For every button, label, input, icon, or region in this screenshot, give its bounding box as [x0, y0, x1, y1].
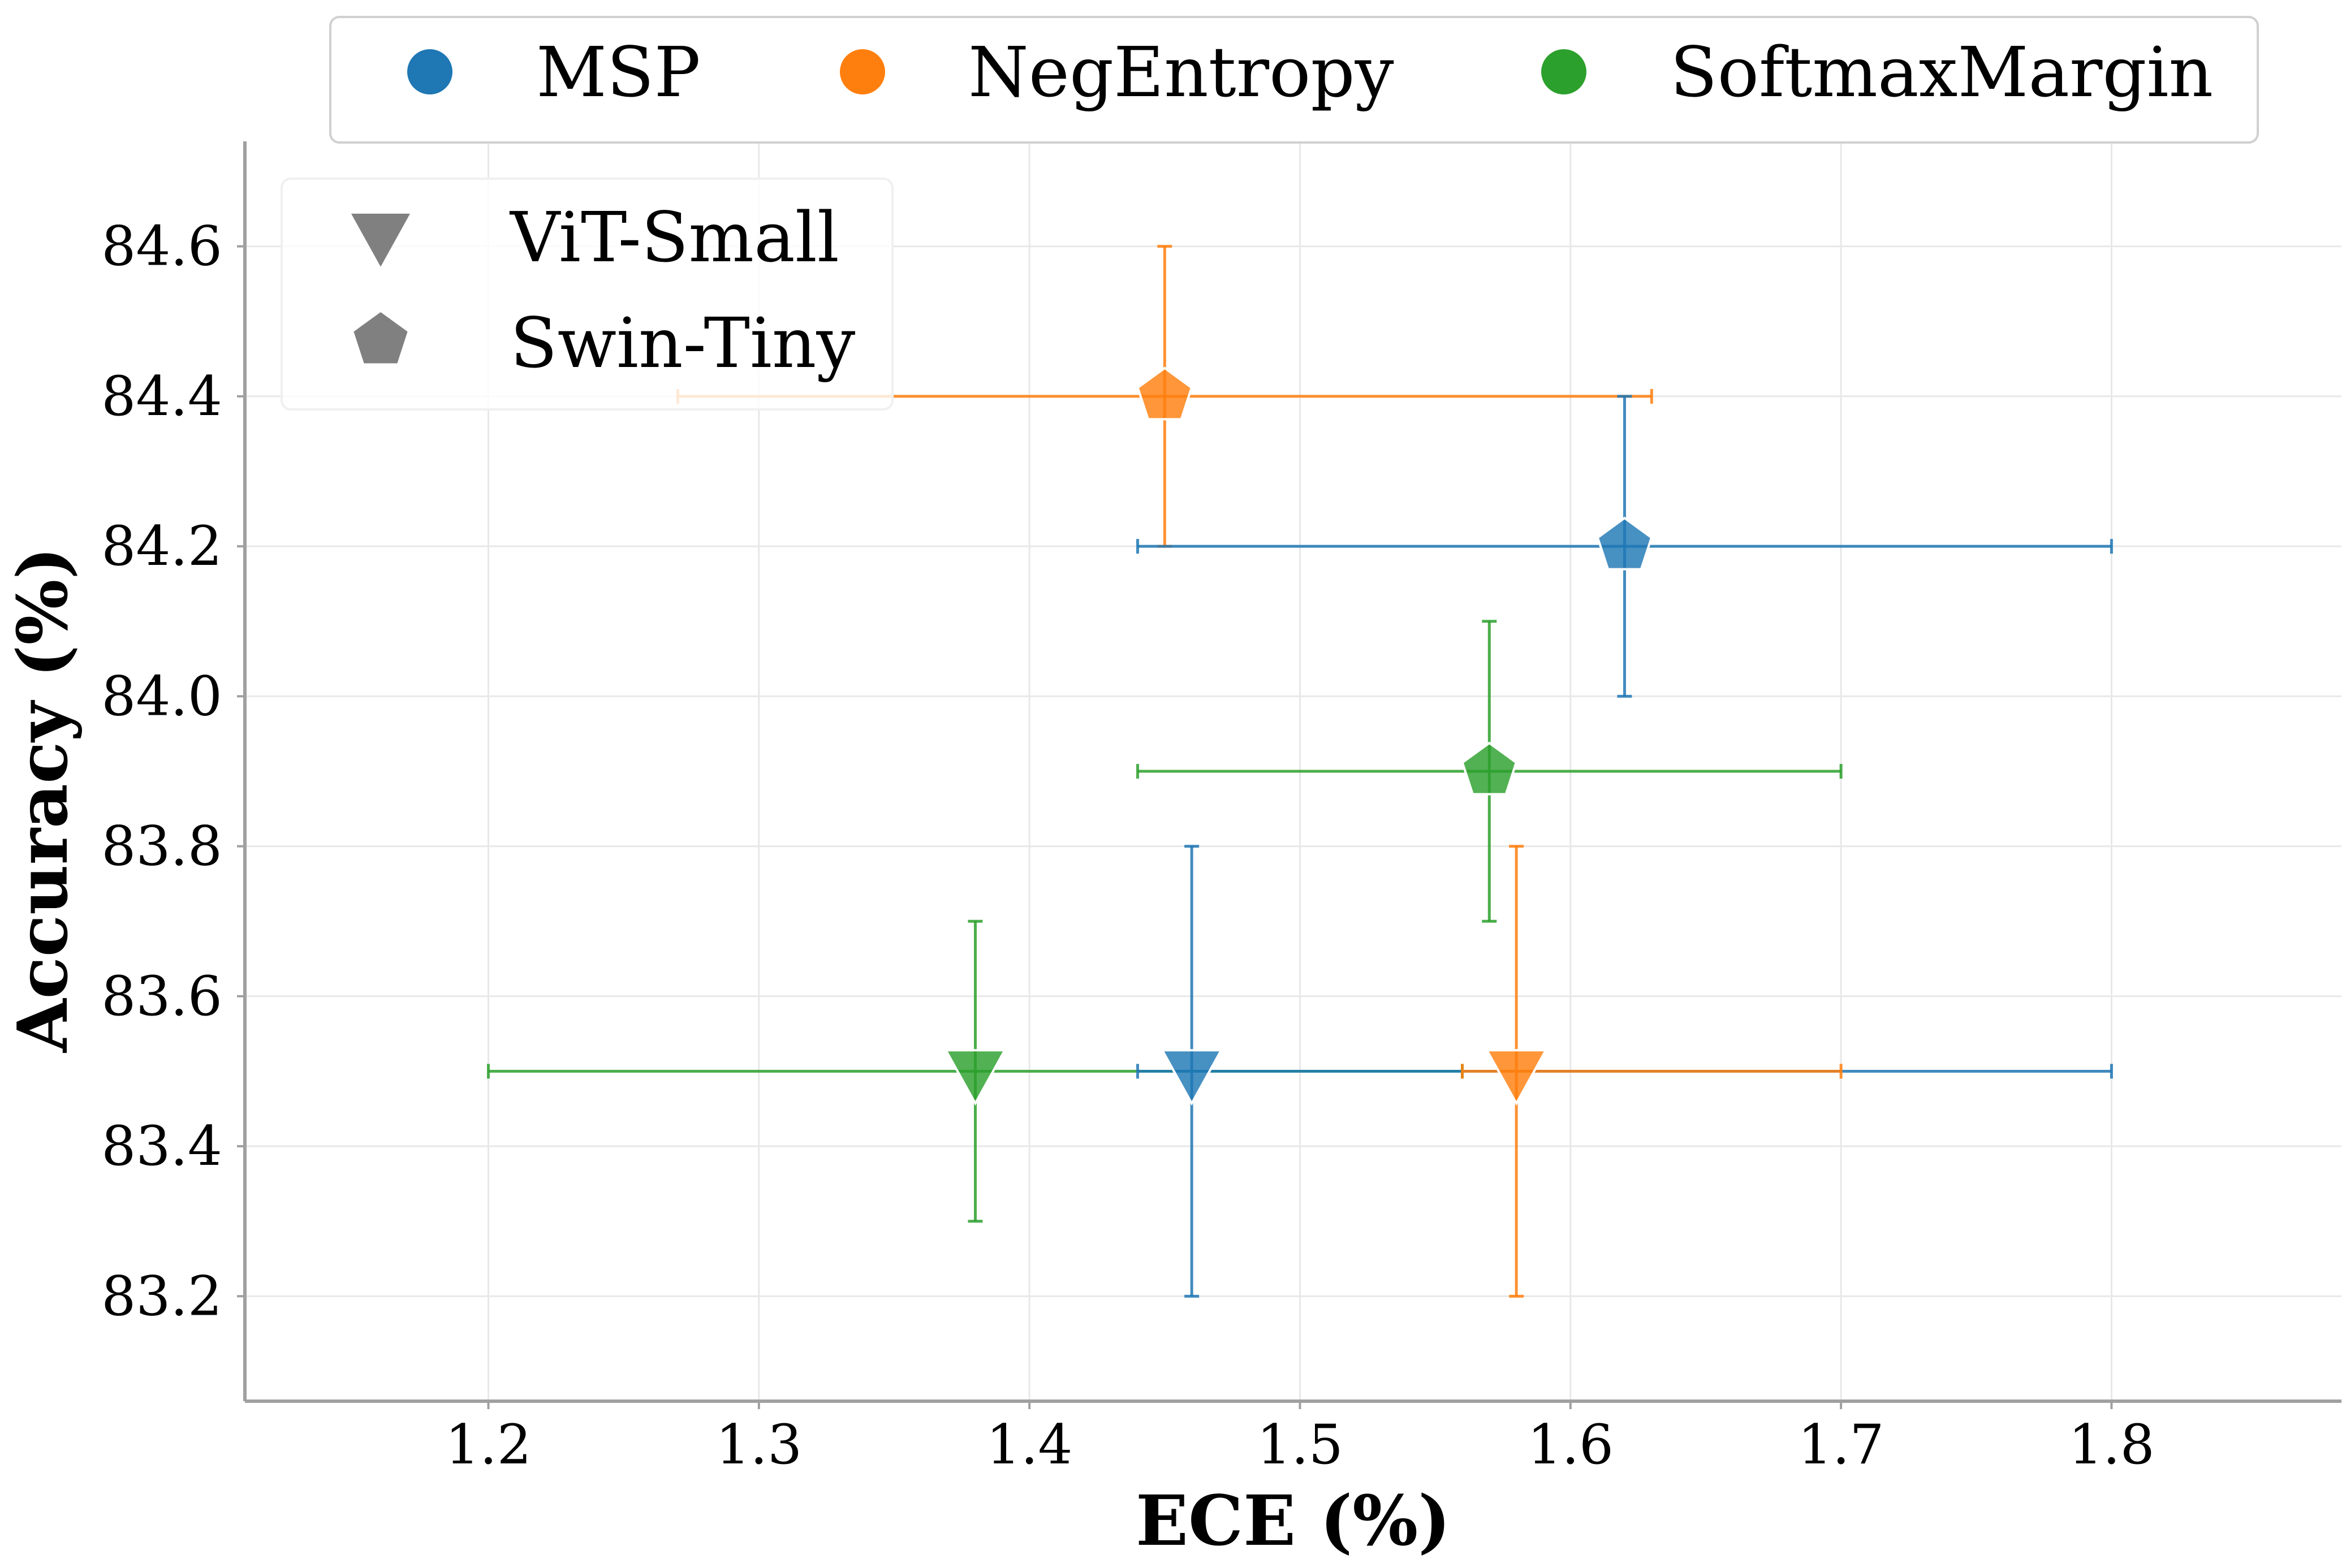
x-tick-label-1-4: 1.4 — [986, 1413, 1073, 1476]
legend-label-vit-small: ViT-Small — [509, 197, 839, 278]
x-tick-label-1-6: 1.6 — [1527, 1413, 1614, 1476]
legend-swatch-msp — [407, 49, 452, 94]
axes — [243, 141, 2341, 1403]
x-tick-label-1-2: 1.2 — [445, 1413, 532, 1476]
data-markers — [944, 366, 1653, 1106]
legend-entry-negentropy: NegEntropy — [840, 32, 1394, 113]
y-axis-title: Accuracy (%) — [2, 547, 83, 1053]
y-tick-label-84: 84.0 — [101, 664, 222, 728]
legend-label-swin-tiny: Swin-Tiny — [510, 303, 855, 383]
marker-softmaxmargin-vit-small — [944, 1049, 1007, 1106]
x-tick-label-1-8: 1.8 — [2068, 1413, 2155, 1476]
legend-swatch-vit-small — [351, 213, 410, 267]
y-tick-label-84-4: 84.4 — [101, 365, 222, 428]
marker-negentropy-vit-small — [1485, 1049, 1548, 1106]
tick-marks-and-labels: 1.2 1.3 1.4 1.5 1.6 1.7 1.8 83.2 83.4 83.6 83.8 84.… — [101, 215, 2155, 1476]
legend-models-frame — [281, 178, 894, 411]
marker-msp-vit-small — [1160, 1049, 1223, 1106]
legend-methods-frame — [329, 16, 2259, 144]
marker-negentropy-swin-tiny — [1136, 366, 1193, 421]
legend-entry-softmaxmargin: SoftmaxMargin — [1541, 32, 2213, 113]
y-tick-label-84-2: 84.2 — [101, 515, 222, 578]
legend-swatch-softmaxmargin — [1541, 49, 1586, 94]
marker-msp-swin-tiny — [1596, 516, 1653, 571]
y-tick-label-84-6: 84.6 — [101, 215, 222, 278]
y-tick-label-83-4: 83.4 — [101, 1115, 222, 1178]
marker-softmaxmargin-swin-tiny — [1461, 741, 1518, 796]
y-tick-label-83-2: 83.2 — [101, 1264, 222, 1328]
legend-swatch-swin-tiny — [353, 312, 408, 364]
y-tick-label-83-6: 83.6 — [101, 965, 222, 1028]
legend-swatch-negentropy — [840, 49, 885, 94]
x-tick-label-1-3: 1.3 — [715, 1413, 802, 1476]
legend-label-negentropy: NegEntropy — [968, 32, 1394, 113]
x-tick-label-1-5: 1.5 — [1257, 1413, 1343, 1476]
x-axis-title: ECE (%) — [1136, 1480, 1451, 1561]
legend-entry-vit-small: ViT-Small — [351, 197, 839, 278]
legend-label-msp: MSP — [536, 32, 701, 113]
y-tick-label-83-8: 83.8 — [101, 815, 222, 878]
legend-methods: MSP NegEntropy SoftmaxMargin — [329, 16, 2259, 144]
legend-entry-msp: MSP — [407, 32, 701, 113]
legend-label-softmaxmargin: SoftmaxMargin — [1670, 32, 2213, 113]
legend-models: ViT-Small Swin-Tiny — [281, 178, 894, 411]
x-tick-label-1-7: 1.7 — [1798, 1413, 1884, 1476]
legend-entry-swin-tiny: Swin-Tiny — [353, 303, 855, 383]
